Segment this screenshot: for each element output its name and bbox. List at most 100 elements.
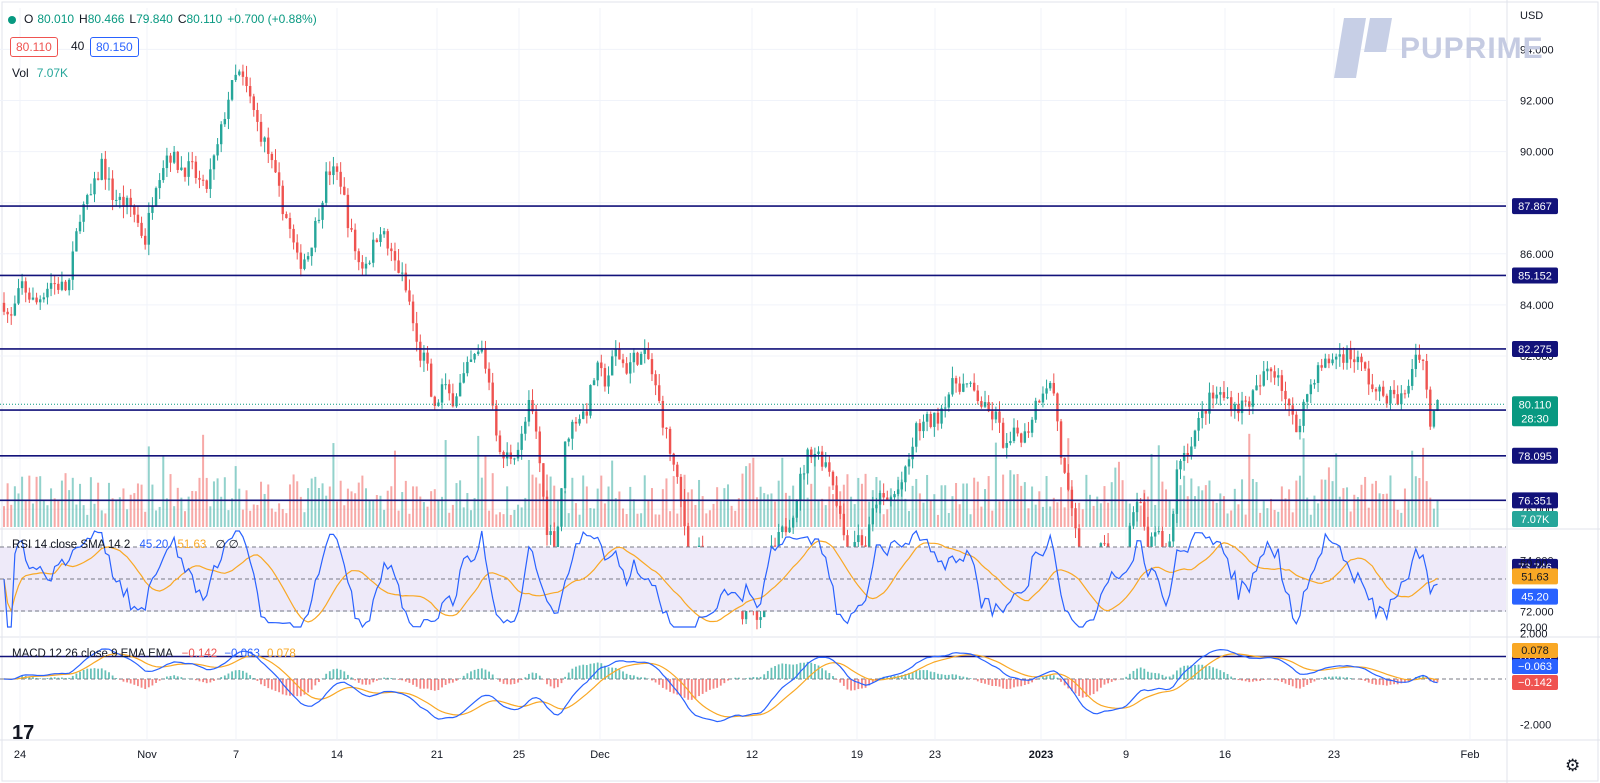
macd-histogram-bar <box>93 668 96 679</box>
volume-bar <box>6 483 9 527</box>
macd-histogram-bar <box>1179 667 1182 679</box>
volume-bar <box>328 486 331 527</box>
volume-bar <box>571 477 574 527</box>
volume-bar <box>752 457 755 527</box>
volume-bar <box>441 496 444 527</box>
volume-bar <box>698 479 701 527</box>
bid-price-box[interactable]: 80.110 <box>10 37 58 57</box>
volume-bar <box>303 512 306 527</box>
candle-body <box>534 411 538 432</box>
volume-bar <box>1309 514 1312 527</box>
candle-body <box>1030 419 1034 433</box>
volume-bar <box>107 482 110 527</box>
volume-bar <box>1403 488 1406 527</box>
volume-bar <box>111 498 114 527</box>
macd-histogram-bar <box>274 679 277 691</box>
volume-bar <box>1360 484 1363 527</box>
volume-bar <box>1385 493 1388 527</box>
volume-bar <box>1070 486 1073 527</box>
macd-histogram-bar <box>937 673 939 679</box>
volume-bar <box>1197 486 1200 527</box>
candle-body <box>647 349 650 360</box>
volume-bar <box>607 486 610 527</box>
volume-bar <box>1089 494 1091 527</box>
macd-histogram-bar <box>578 665 581 679</box>
volume-bar <box>60 480 63 527</box>
candle-body <box>1219 392 1222 395</box>
volume-bar <box>719 501 722 527</box>
ask-price-box[interactable]: 80.150 <box>90 37 139 57</box>
volume-bar <box>1342 488 1345 527</box>
candle-body <box>882 493 885 498</box>
macd-histogram-bar <box>1099 679 1102 688</box>
candle-body <box>24 281 27 293</box>
macd-histogram-bar <box>770 667 773 679</box>
volume-bar <box>1114 467 1117 527</box>
macd-histogram-bar <box>198 679 201 682</box>
candle-body <box>1027 431 1030 433</box>
candle-body <box>531 399 534 412</box>
volume-bar <box>205 477 208 527</box>
volume-bar <box>665 478 668 527</box>
level-price-label: 87.867 <box>1518 201 1552 213</box>
macd-histogram-bar <box>1103 679 1106 685</box>
candle-body <box>1233 404 1236 411</box>
gear-icon[interactable]: ⚙ <box>1565 756 1581 775</box>
candle-body <box>1371 384 1374 390</box>
candle-body <box>67 279 71 291</box>
macd-histogram-bar <box>242 670 244 679</box>
volume-bar <box>1364 476 1367 527</box>
candle-body <box>867 524 871 547</box>
candle-body <box>136 214 140 223</box>
volume-bar <box>129 494 132 527</box>
macd-histogram-bar <box>278 679 281 693</box>
candle-body <box>1128 525 1132 552</box>
volume-bar <box>560 497 563 527</box>
volume-bar <box>238 488 241 527</box>
volume-bar <box>321 483 324 527</box>
volume-bar <box>151 484 154 527</box>
x-tick-label: 12 <box>746 749 758 761</box>
candle-body <box>1020 433 1023 443</box>
volume-bar <box>158 506 161 527</box>
volume-bar <box>1208 480 1211 527</box>
candle-body <box>154 188 158 206</box>
macd-histogram-bar <box>1081 679 1084 698</box>
macd-histogram-bar <box>589 663 592 679</box>
x-tick-label: 23 <box>929 749 941 761</box>
volume-bar <box>252 504 255 527</box>
candle-body <box>1396 394 1399 405</box>
macd-histogram-bar <box>940 674 943 679</box>
volume-bar <box>636 513 639 527</box>
candle-body <box>140 222 143 236</box>
volume-bar <box>57 501 60 527</box>
volume-bar <box>774 501 777 527</box>
volume-bar <box>640 513 643 527</box>
last-price-box <box>1512 396 1558 427</box>
volume-bar <box>1103 486 1106 527</box>
candle-body <box>1190 446 1193 456</box>
candle-body <box>1367 368 1370 385</box>
volume-bar <box>654 514 657 527</box>
volume-bar <box>307 488 310 527</box>
volume-bar <box>393 450 396 527</box>
volume-bar <box>1175 505 1178 527</box>
volume-bar <box>1270 498 1272 527</box>
volume-bar <box>350 491 353 527</box>
volume-bar <box>10 504 13 527</box>
volume-bar <box>220 496 223 527</box>
y-tick-label: 94.000 <box>1520 44 1554 56</box>
tradingview-logo-icon[interactable]: 17 <box>12 722 35 744</box>
candle-body <box>784 526 788 533</box>
volume-bar <box>3 506 5 527</box>
macd-histogram-bar <box>480 668 483 679</box>
macd-histogram-bar <box>1172 674 1175 679</box>
volume-bar <box>1190 478 1193 527</box>
volume-bar <box>629 486 632 527</box>
volume-bar <box>249 510 252 527</box>
macd-histogram-bar <box>553 679 556 689</box>
volume-bar <box>365 488 367 527</box>
macd-histogram-bar <box>28 676 31 679</box>
x-tick-label: Dec <box>590 749 610 761</box>
